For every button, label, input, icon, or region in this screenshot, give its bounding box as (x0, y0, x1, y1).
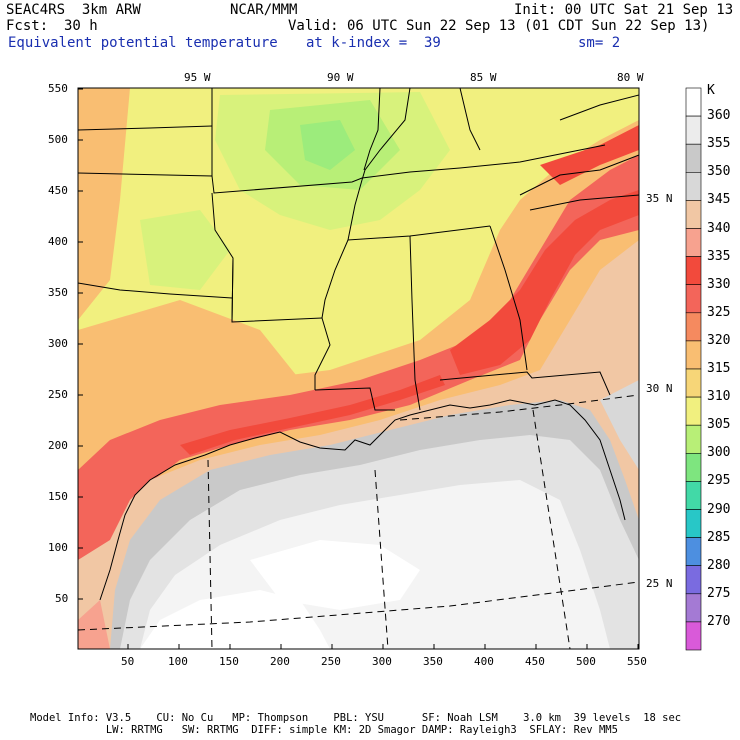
colorbar-swatch (685, 172, 702, 201)
map-frame (77, 87, 640, 650)
colorbar-level-label: 340 (707, 220, 731, 236)
y-tick-label: 250 (48, 388, 68, 401)
colorbar-level-label: 315 (707, 361, 731, 376)
colorbar-level-label: 280 (707, 557, 731, 573)
map-plot-area (78, 88, 639, 649)
lat-label: 35 N (646, 192, 673, 205)
colorbar-level-label: 295 (707, 473, 731, 489)
y-tick-label: 300 (48, 337, 68, 350)
lon-label: 85 W (470, 71, 497, 84)
colorbar-level-label: 335 (707, 248, 731, 264)
colorbar-swatch (685, 424, 702, 454)
colorbar-swatch (685, 621, 702, 651)
colorbar-level-label: 305 (707, 417, 731, 433)
org-label: NCAR/MMM (230, 2, 298, 18)
x-tick-label: 200 (270, 655, 290, 668)
colorbar-swatch (685, 143, 702, 173)
colorbar-level-label: 320 (707, 332, 731, 348)
colorbar-swatch (685, 565, 702, 595)
colorbar-level-label: 275 (707, 585, 731, 601)
colorbar-swatch (685, 312, 702, 342)
colorbar-swatch (685, 396, 702, 426)
colorbar-level-label: 285 (707, 529, 731, 545)
colorbar-swatch (685, 593, 702, 623)
x-axis-ticks (127, 644, 639, 649)
colorbar-level-label: 325 (707, 304, 731, 320)
forecast-hour: 30 h (64, 18, 98, 34)
colorbar-swatch (685, 115, 702, 145)
y-axis-ticks (78, 88, 83, 600)
x-tick-label: 250 (321, 655, 341, 668)
colorbar-level-label: 310 (707, 389, 731, 405)
colorbar-level-label: 345 (707, 192, 731, 208)
colorbar-level-label: 330 (707, 276, 731, 292)
level-label: at k-index = 39 (306, 35, 441, 51)
colorbar-swatch (685, 452, 702, 482)
x-tick-label: 50 (121, 655, 135, 668)
y-tick-label: 350 (48, 286, 68, 299)
colorbar-swatch (685, 509, 702, 538)
colorbar-level-label: 300 (707, 445, 731, 461)
y-tick-label: 450 (48, 184, 68, 197)
lat-label: 30 N (646, 382, 673, 395)
smoothing-label: sm= 2 (578, 35, 621, 51)
model-info-line2: LW: RRTMG SW: RRTMG DIFF: simple KM: 2D … (30, 724, 618, 736)
x-tick-label: 350 (423, 655, 443, 668)
y-tick-label: 400 (48, 235, 68, 248)
x-tick-label: 100 (168, 655, 188, 668)
model-title: SEAC4RS 3km ARW (6, 2, 141, 18)
colorbar-level-label: 355 (707, 136, 731, 152)
forecast-label: Fcst: (6, 18, 49, 34)
colorbar-unit: K (707, 83, 715, 98)
y-tick-label: 550 (48, 82, 68, 95)
colorbar-swatch (685, 200, 702, 229)
x-tick-label: 400 (474, 655, 494, 668)
valid-time: Valid: 06 UTC Sun 22 Sep 13 (01 CDT Sun … (288, 18, 710, 34)
colorbar-swatch (685, 87, 702, 117)
colorbar-level-label: 270 (707, 613, 731, 629)
colorbar-swatch (685, 228, 702, 257)
y-tick-label: 50 (55, 592, 69, 605)
lon-label: 80 W (617, 71, 644, 84)
y-tick-label: 150 (48, 490, 68, 503)
lon-label: 95 W (184, 71, 211, 84)
y-tick-label: 200 (48, 439, 68, 452)
colorbar-swatch (685, 537, 702, 566)
x-tick-label: 450 (525, 655, 545, 668)
lon-label: 90 W (327, 71, 354, 84)
colorbar (685, 87, 702, 651)
field-name: Equivalent potential temperature (8, 35, 278, 51)
y-tick-label: 100 (48, 541, 68, 554)
colorbar-swatch (685, 284, 702, 314)
colorbar-swatch (685, 256, 702, 286)
lat-label: 25 N (646, 577, 673, 590)
x-tick-label: 300 (372, 655, 392, 668)
colorbar-swatch (685, 481, 702, 510)
colorbar-level-label: 360 (707, 108, 731, 124)
x-tick-label: 550 (627, 655, 647, 668)
init-time: Init: 00 UTC Sat 21 Sep 13 (514, 2, 734, 18)
model-info-line1: Model Info: V3.5 CU: No Cu MP: Thompson … (30, 712, 682, 724)
x-tick-label: 500 (576, 655, 596, 668)
colorbar-level-label: 350 (707, 164, 731, 180)
colorbar-swatch (685, 340, 702, 370)
x-tick-label: 150 (219, 655, 239, 668)
colorbar-level-label: 290 (707, 501, 731, 517)
colorbar-swatch (685, 368, 702, 398)
y-tick-label: 500 (48, 133, 68, 146)
